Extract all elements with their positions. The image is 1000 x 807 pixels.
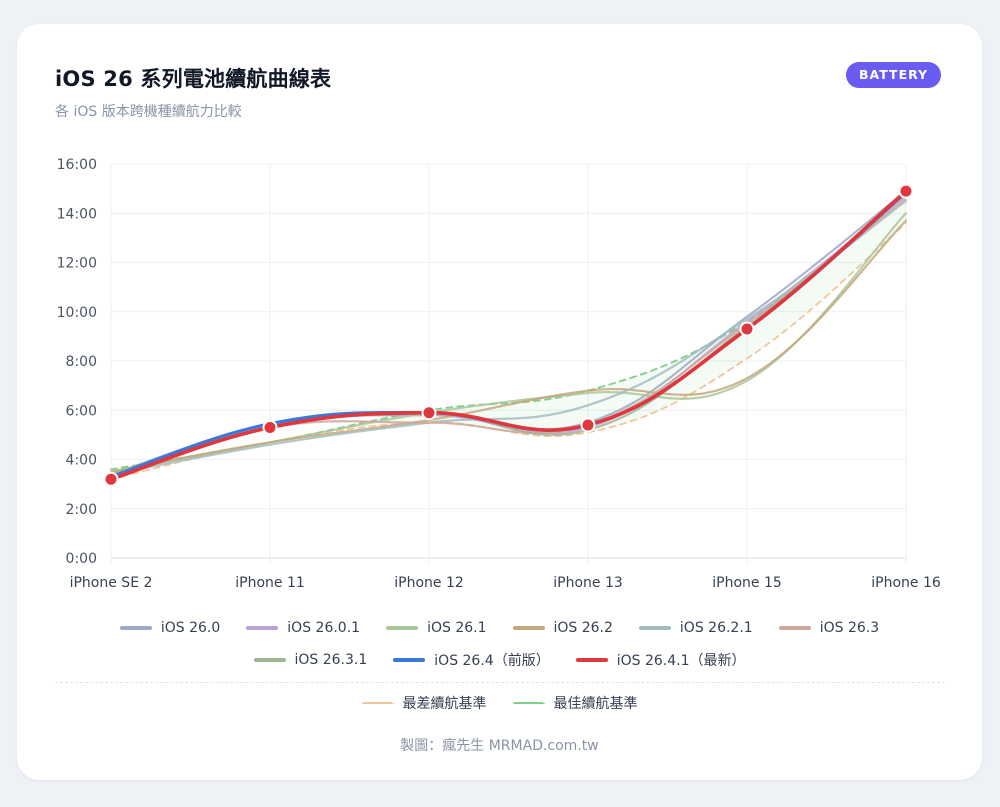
legend-item[interactable]: iOS 26.3.1: [253, 650, 368, 670]
chart-card: iOS 26 系列電池續航曲線表 各 iOS 版本跨機種續航力比較 BATTER…: [17, 24, 982, 780]
legend-item[interactable]: iOS 26.2.1: [638, 620, 753, 636]
legend-swatch: [638, 626, 671, 630]
data-point: [739, 321, 755, 337]
legend-label: iOS 26.0.1: [287, 620, 361, 636]
series-line: [109, 199, 908, 476]
data-point: [580, 417, 596, 433]
data-point: [898, 183, 914, 199]
chart-subtitle: 各 iOS 版本跨機種續航力比較: [55, 104, 242, 120]
y-tick-label: 12:00: [57, 256, 97, 272]
y-tick-label: 8:00: [66, 354, 97, 370]
legend-label: 最佳續航基準: [553, 696, 638, 712]
data-point: [262, 419, 278, 435]
data-point: [421, 405, 437, 421]
legend-label: iOS 26.3.1: [294, 652, 368, 668]
axis-labels-layer: 0:00 2:00 4:00 6:00 8:00 10:00 12:00 14:00 16:00…: [57, 157, 941, 591]
legend-swatch: [393, 658, 426, 662]
legend-item[interactable]: iOS 26.1: [386, 620, 487, 636]
battery-badge: BATTERY: [846, 62, 942, 88]
y-tick-label: 10:00: [57, 305, 97, 321]
legend-row-baselines: 最差續航基準 最佳續航基準: [17, 693, 982, 713]
y-tick-label: 4:00: [66, 453, 97, 469]
legend-swatch: [575, 658, 608, 662]
data-point: [103, 471, 119, 487]
legend-item[interactable]: iOS 26.0.1: [246, 620, 360, 636]
x-tick-label: iPhone 11: [235, 575, 305, 591]
y-tick-label: 0:00: [66, 551, 97, 567]
y-tick-label: 14:00: [57, 206, 97, 222]
legend-swatch: [361, 702, 394, 704]
series-line: [109, 190, 908, 479]
series-layer: [109, 189, 908, 481]
legend-label: iOS 26.2.1: [679, 620, 753, 636]
y-tick-label: 2:00: [66, 502, 97, 518]
legend-label: 最差續航基準: [402, 696, 487, 712]
legend-label: iOS 26.3: [819, 620, 880, 636]
y-tick-label: 6:00: [66, 403, 97, 419]
x-tick-label: iPhone SE 2: [70, 575, 153, 591]
legend-divider: [55, 682, 945, 683]
battery-line-chart: 0:00 2:00 4:00 6:00 8:00 10:00 12:00 14:00 16:00…: [57, 157, 941, 591]
footer-credit: 製圖：瘋先生 MRMAD.com.tw: [400, 738, 599, 754]
grid-layer: [110, 163, 907, 564]
legend-swatch: [386, 626, 419, 630]
legend-row-1: iOS 26.0 iOS 26.0.1 iOS 26.1 iOS 26.2 iOS 26…: [17, 620, 982, 636]
series-line: [109, 189, 908, 481]
chart-title: iOS 26 系列電池續航曲線表: [55, 67, 332, 91]
legend-label: iOS 26.4（前版）: [434, 653, 550, 669]
legend-swatch: [512, 626, 545, 630]
x-tick-label: iPhone 15: [712, 575, 782, 591]
x-tick-label: iPhone 13: [553, 575, 623, 591]
legend-label: iOS 26.0: [160, 620, 221, 636]
legend-item[interactable]: iOS 26.4.1（最新）: [575, 650, 746, 670]
legend-item[interactable]: iOS 26.2: [512, 620, 613, 636]
legend-item[interactable]: 最差續航基準: [361, 693, 487, 713]
y-tick-label: 16:00: [57, 157, 97, 173]
legend-swatch: [246, 626, 279, 630]
x-tick-label: iPhone 16: [871, 575, 941, 591]
legend-swatch: [253, 658, 286, 662]
x-tick-label: iPhone 12: [394, 575, 464, 591]
legend-swatch: [512, 702, 545, 704]
legend-label: iOS 26.4.1（最新）: [616, 653, 746, 669]
legend-label: iOS 26.2: [553, 620, 613, 636]
legend-item[interactable]: iOS 26.0: [119, 620, 221, 636]
legend-label: iOS 26.1: [427, 620, 487, 636]
legend-swatch: [778, 626, 811, 630]
legend-item[interactable]: iOS 26.3: [778, 620, 880, 636]
legend-swatch: [119, 626, 152, 630]
legend-item[interactable]: 最佳續航基準: [512, 693, 638, 713]
marker-layer: [103, 183, 914, 487]
legend-row-2: iOS 26.3.1 iOS 26.4（前版） iOS 26.4.1（最新）: [17, 650, 982, 670]
legend-item[interactable]: iOS 26.4（前版）: [393, 650, 550, 670]
series-line: [109, 219, 908, 473]
